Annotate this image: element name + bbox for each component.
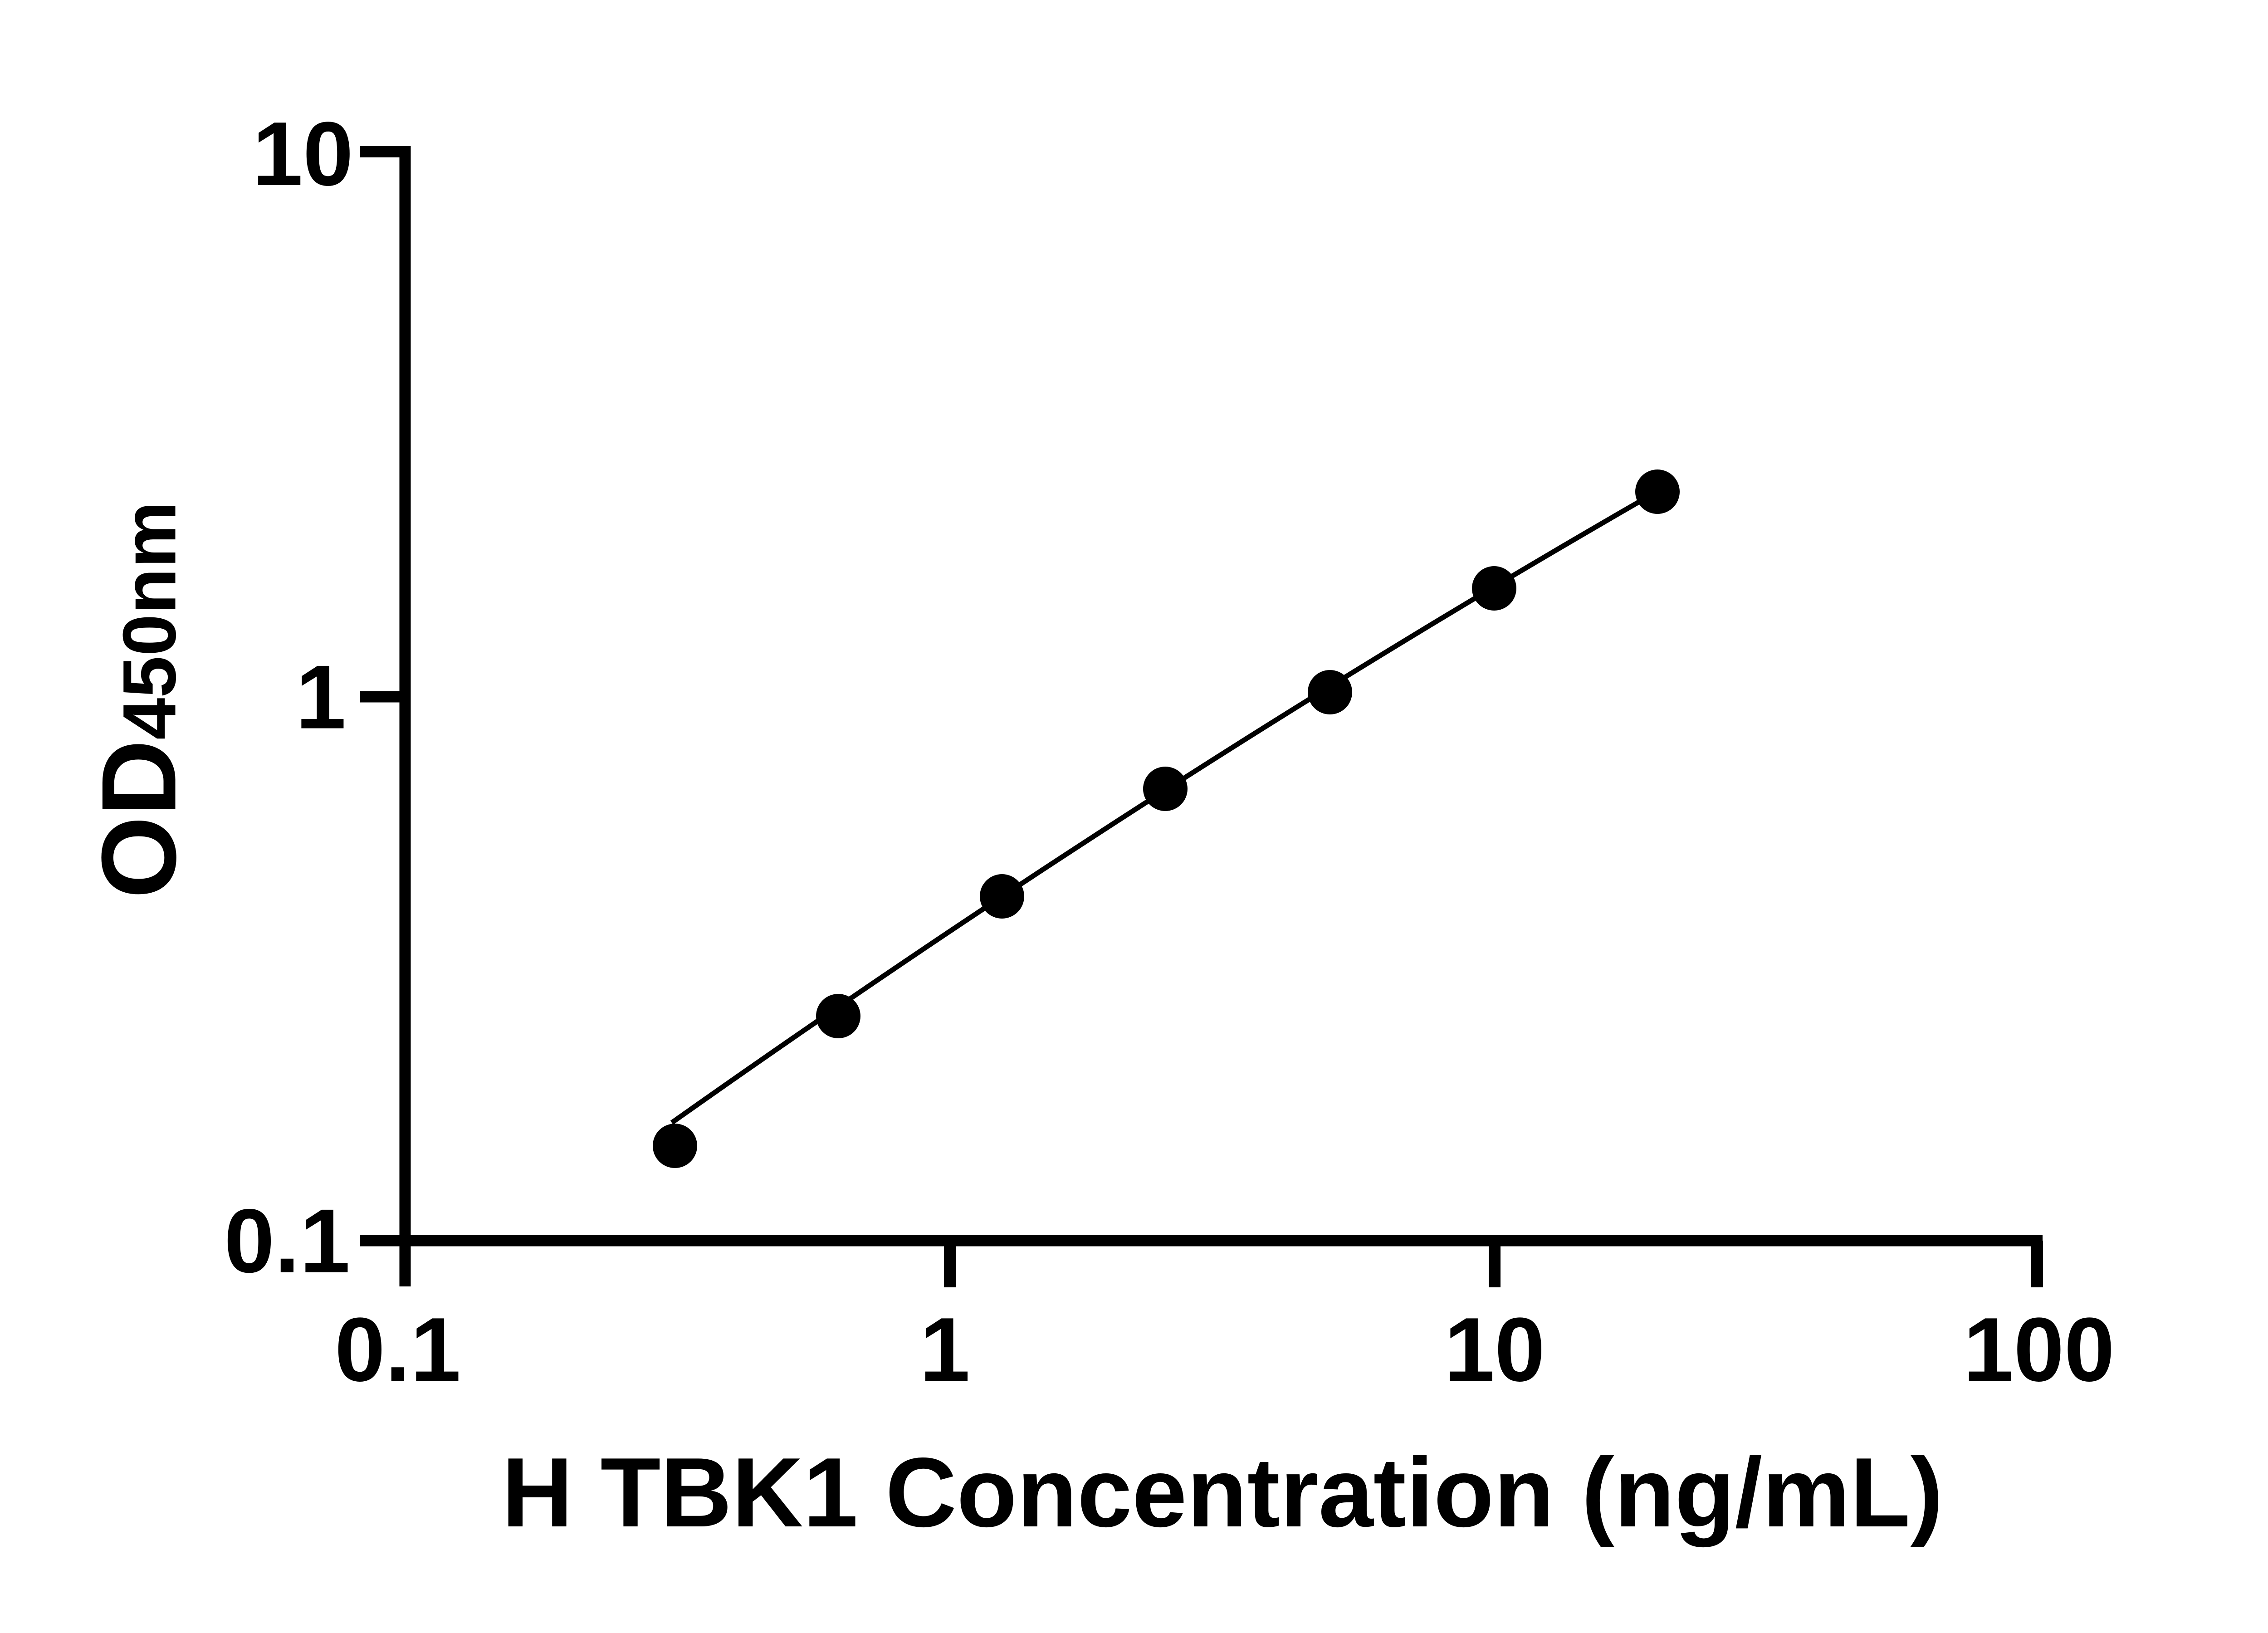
svg-text:H TBK1 Concentration (ng/mL): H TBK1 Concentration (ng/mL) [502,1437,1943,1548]
svg-text:1: 1 [296,647,346,748]
svg-text:0.1: 0.1 [224,1191,350,1292]
svg-text:0.1: 0.1 [335,1299,461,1400]
svg-text:1: 1 [919,1299,970,1400]
svg-text:10: 10 [1444,1299,1545,1400]
svg-text:100: 100 [1963,1299,2115,1400]
svg-text:10: 10 [253,103,353,205]
